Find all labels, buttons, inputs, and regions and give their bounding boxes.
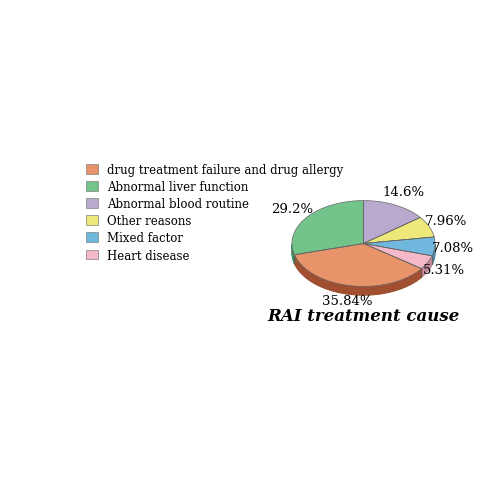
Polygon shape: [363, 238, 435, 256]
Polygon shape: [363, 218, 434, 244]
Text: 29.2%: 29.2%: [271, 203, 313, 215]
Polygon shape: [295, 244, 421, 287]
Text: 5.31%: 5.31%: [423, 263, 465, 276]
Polygon shape: [363, 244, 432, 269]
Polygon shape: [292, 244, 295, 264]
Text: 7.96%: 7.96%: [425, 215, 467, 228]
Text: 14.6%: 14.6%: [382, 185, 424, 199]
Polygon shape: [363, 201, 420, 244]
Polygon shape: [421, 256, 432, 278]
Polygon shape: [292, 201, 363, 255]
Text: 35.84%: 35.84%: [322, 294, 373, 307]
Text: RAI treatment cause: RAI treatment cause: [267, 307, 460, 324]
Legend: drug treatment failure and drug allergy, Abnormal liver function, Abnormal blood: drug treatment failure and drug allergy,…: [81, 159, 348, 266]
Polygon shape: [432, 244, 435, 265]
Polygon shape: [295, 255, 421, 295]
Ellipse shape: [292, 210, 435, 295]
Text: 7.08%: 7.08%: [432, 242, 474, 254]
